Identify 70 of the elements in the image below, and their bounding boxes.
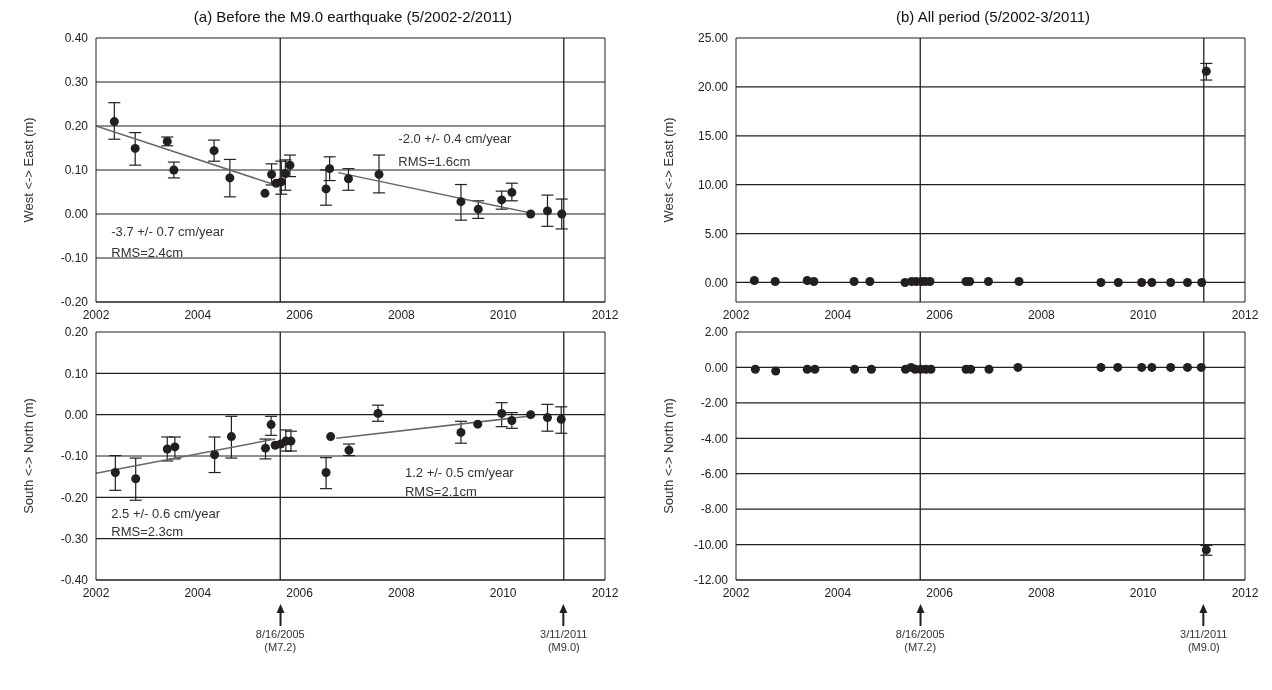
y-tick-label: 5.00 [704,226,729,241]
y-tick-label: 25.00 [697,31,729,46]
x-tick-label: 2006 [286,585,314,600]
y-tick-label: 0.00 [704,275,729,290]
x-tick-label: 2012 [1231,585,1259,600]
x-tick-label: 2012 [591,307,619,322]
text: 3/11/2011 (M9.0) [540,628,588,654]
y-tick-label: 0.40 [64,31,89,46]
y-tick-label: 0.30 [64,75,89,90]
y-tick-label: -2.00 [700,396,729,411]
x-tick-label: 2004 [824,585,852,600]
annotation: RMS=1.6cm [398,154,471,170]
chart-title: (b) All period (5/2002-3/2011) [895,8,1091,27]
y-tick-label: -0.10 [60,449,89,464]
x-tick-label: 2010 [489,307,517,322]
annotation: RMS=2.3cm [111,524,184,540]
x-tick-label: 2002 [722,307,750,322]
annotation: -3.7 +/- 0.7 cm/year [111,223,225,239]
y-tick-label: 2.00 [704,325,729,340]
annotation: RMS=2.4cm [111,245,184,261]
y-axis-title: West <-> East (m) [660,117,676,223]
y-tick-label: 0.00 [64,207,89,222]
x-tick-label: 2008 [388,585,416,600]
y-tick-label: -12.00 [693,573,729,588]
y-tick-label: 0.00 [704,360,729,375]
annotation: 1.2 +/- 0.5 cm/year [404,464,514,480]
chart-title: (a) Before the M9.0 earthquake (5/2002-2/2011) [192,8,514,27]
x-tick-label: 2012 [591,585,619,600]
y-axis-title: South <-> North (m) [660,398,676,514]
text: 3/11/2011 (M9.0) [1180,628,1228,654]
y-tick-label: -0.30 [60,531,89,546]
y-tick-label: 10.00 [697,177,729,192]
x-tick-label: 2002 [722,585,750,600]
x-tick-label: 2006 [926,307,954,322]
x-tick-label: 2004 [184,585,212,600]
x-tick-label: 2008 [388,307,416,322]
annotation: RMS=2.1cm [404,483,477,499]
y-axis-title: South <-> North (m) [20,398,36,514]
x-tick-label: 2006 [926,585,954,600]
y-tick-label: -0.40 [60,573,89,588]
y-tick-label: -0.20 [60,295,89,310]
x-tick-label: 2002 [82,307,110,322]
x-tick-label: 2010 [1129,585,1157,600]
y-axis-title: West <-> East (m) [20,117,36,223]
y-tick-label: 15.00 [697,129,729,144]
y-tick-label: 0.20 [64,119,89,134]
x-tick-label: 2004 [824,307,852,322]
y-tick-label: 0.10 [64,366,89,381]
x-tick-label: 2008 [1028,585,1056,600]
text: 8/16/2005 (M7.2) [255,628,305,654]
y-tick-label: 0.20 [64,325,89,340]
y-tick-label: 20.00 [697,80,729,95]
x-tick-label: 2004 [184,307,212,322]
annotation: -2.0 +/- 0.4 cm/year [398,131,512,147]
x-tick-label: 2006 [286,307,314,322]
y-tick-label: 0.10 [64,163,89,178]
y-tick-label: -0.10 [60,251,89,266]
x-tick-label: 2010 [489,585,517,600]
y-tick-label: -4.00 [700,431,729,446]
y-tick-label: -6.00 [700,466,729,481]
x-tick-label: 2008 [1028,307,1056,322]
y-tick-label: 0.00 [64,407,89,422]
y-tick-label: -10.00 [693,537,729,552]
y-tick-label: -0.20 [60,490,89,505]
x-tick-label: 2012 [1231,307,1259,322]
x-tick-label: 2002 [82,585,110,600]
y-tick-label: -8.00 [700,502,729,517]
annotation: 2.5 +/- 0.6 cm/year [111,505,221,521]
x-tick-label: 2010 [1129,307,1157,322]
text: 8/16/2005 (M7.2) [895,628,945,654]
